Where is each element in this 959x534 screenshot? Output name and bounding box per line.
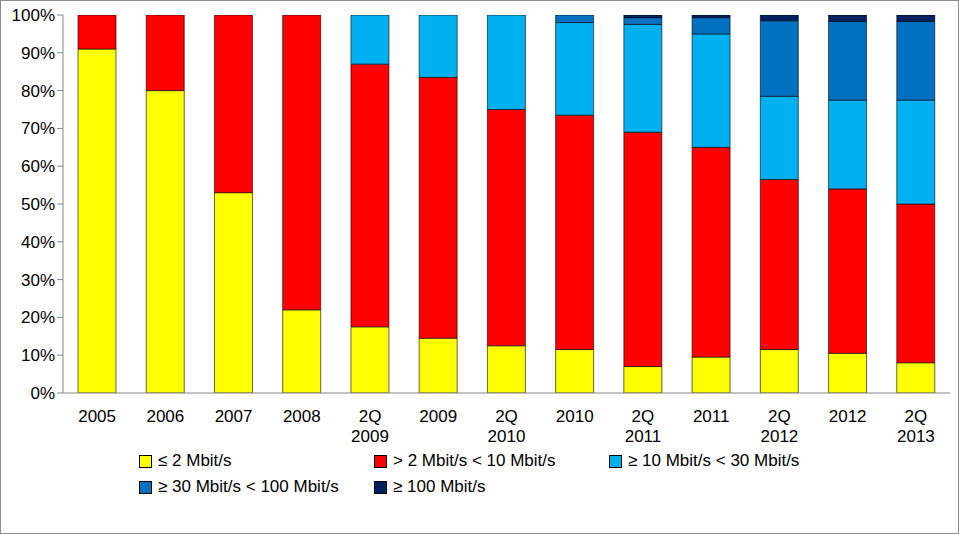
svg-text:10%: 10% — [21, 346, 55, 365]
svg-text:0%: 0% — [30, 384, 55, 403]
svg-text:2Q2011: 2Q2011 — [625, 407, 662, 446]
svg-text:60%: 60% — [21, 157, 55, 176]
svg-text:2010: 2010 — [556, 407, 594, 426]
html-text:≥ 100 Mbit/s: ≥ 100 Mbit/s — [393, 477, 486, 496]
svg-text:20%: 20% — [21, 308, 55, 327]
svg-text:2008: 2008 — [283, 407, 321, 426]
svg-text:30%: 30% — [21, 271, 55, 290]
html-text:≤ 2 Mbit/s: ≤ 2 Mbit/s — [158, 451, 232, 470]
html-text:> 2 Mbit/s < 10 Mbit/s: > 2 Mbit/s < 10 Mbit/s — [393, 451, 556, 470]
svg-text:2006: 2006 — [146, 407, 184, 426]
svg-text:2009: 2009 — [419, 407, 457, 426]
svg-text:2011: 2011 — [693, 407, 730, 426]
svg-text:2Q2009: 2Q2009 — [351, 407, 389, 446]
svg-text:50%: 50% — [21, 195, 55, 214]
svg-text:90%: 90% — [21, 44, 55, 63]
html-text:≥ 10 Mbit/s < 30 Mbit/s: ≥ 10 Mbit/s < 30 Mbit/s — [628, 451, 800, 470]
svg-text:2Q2010: 2Q2010 — [488, 407, 526, 446]
html-text:≥ 30 Mbit/s < 100 Mbit/s: ≥ 30 Mbit/s < 100 Mbit/s — [158, 477, 339, 496]
svg-text:2005: 2005 — [78, 407, 116, 426]
svg-text:100%: 100% — [12, 6, 55, 25]
svg-text:2012: 2012 — [829, 407, 867, 426]
svg-text:2007: 2007 — [215, 407, 253, 426]
svg-text:40%: 40% — [21, 233, 55, 252]
svg-text:70%: 70% — [21, 119, 55, 138]
svg-text:80%: 80% — [21, 82, 55, 101]
svg-text:2Q2012: 2Q2012 — [761, 407, 799, 446]
svg-text:2Q2013: 2Q2013 — [897, 407, 935, 446]
